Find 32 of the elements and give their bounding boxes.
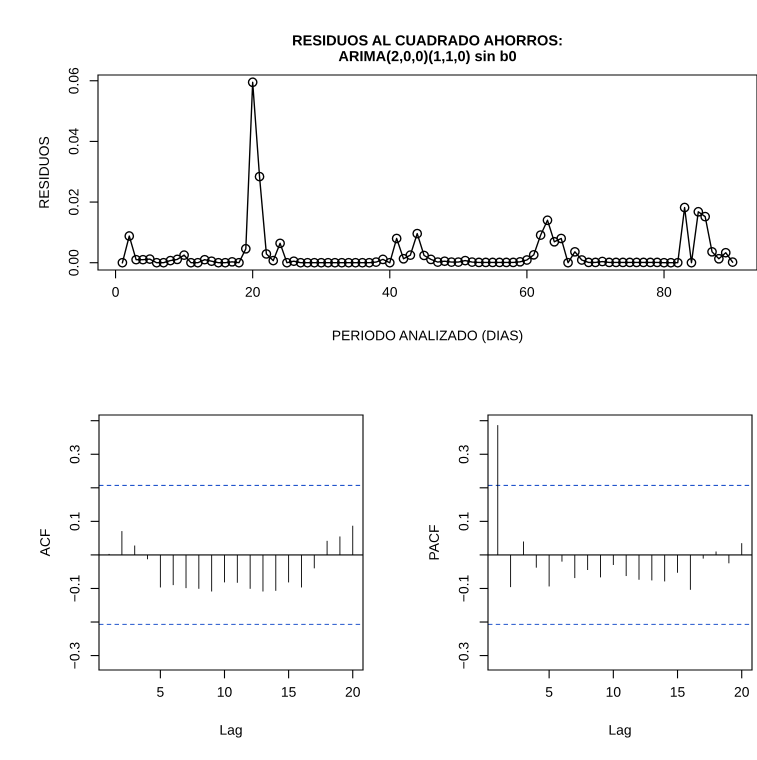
x-tick-label: 60 [520, 287, 534, 297]
x-axis-title: Lag [220, 725, 242, 738]
x-tick-label: 10 [218, 687, 232, 697]
x-tick-label: 15 [282, 687, 296, 697]
y-tick-label: −0.3 [70, 642, 80, 669]
y-tick-label: 0.06 [68, 68, 79, 94]
y-tick-label: −0.1 [70, 575, 80, 602]
x-tick-label: 20 [734, 687, 749, 697]
y-axis-title: ACF [40, 529, 50, 556]
y-tick-label: −0.3 [458, 642, 469, 669]
x-tick-label: 80 [656, 287, 672, 297]
y-tick-label: 0.1 [70, 512, 80, 530]
x-axis-title: Lag [610, 725, 631, 738]
x-axis-title: PERIODO ANALIZADO (DIAS) [332, 330, 522, 344]
y-tick-label: 0.04 [68, 128, 79, 154]
y-tick-label: 0.1 [458, 512, 469, 530]
y-axis-title: PACF [429, 525, 439, 560]
x-tick-label: 0 [112, 287, 119, 297]
x-tick-label: 20 [246, 287, 260, 297]
y-tick-label: 0.00 [68, 250, 79, 276]
x-tick-label: 5 [546, 687, 552, 697]
x-tick-label: 15 [670, 687, 685, 697]
x-tick-label: 20 [346, 687, 360, 697]
x-tick-label: 40 [382, 287, 397, 297]
x-tick-label: 10 [606, 687, 621, 697]
chart-title: RESIDUOS AL CUADRADO AHORROS: ARIMA(2,0,0)(1,1,0) sin b0 [293, 35, 562, 64]
x-tick-label: 5 [157, 687, 164, 697]
y-tick-label: 0.3 [458, 445, 469, 464]
y-axis-title: RESIDUOS [39, 136, 49, 208]
y-tick-label: −0.1 [458, 575, 469, 602]
y-tick-label: 0.3 [70, 445, 80, 464]
y-tick-label: 0.02 [68, 189, 79, 216]
